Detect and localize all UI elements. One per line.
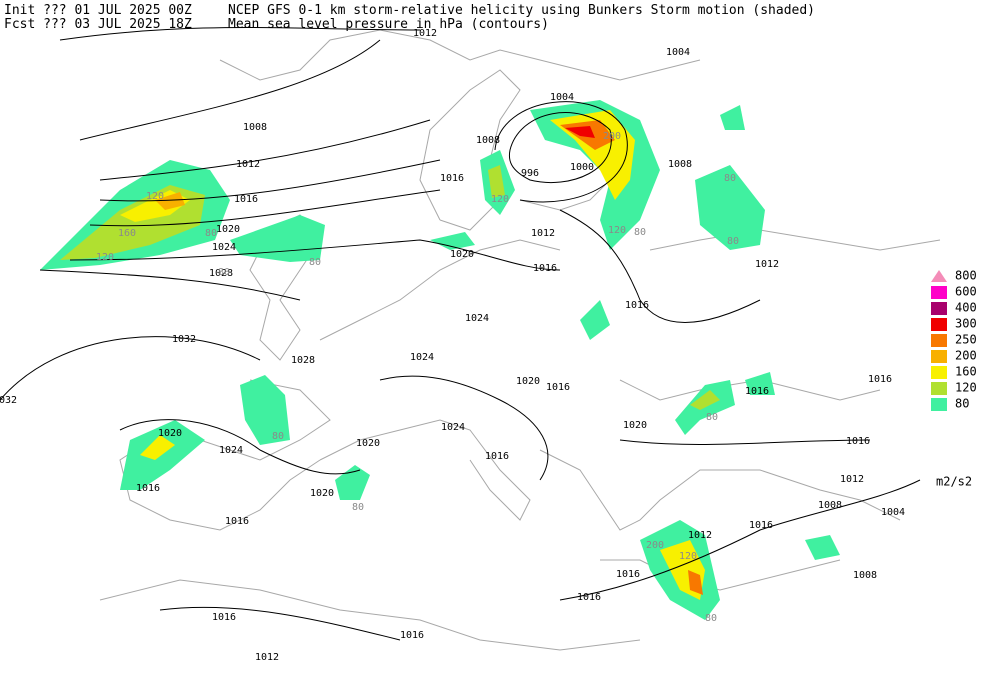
helicity-shading [40, 100, 840, 620]
isobars [0, 27, 921, 641]
contour-label: 032 [0, 395, 17, 406]
legend-swatch [931, 382, 947, 395]
contour-label: 1024 [465, 313, 489, 324]
legend-label: 200 [955, 349, 977, 363]
shading-label: 80 [705, 613, 717, 624]
legend-swatch [931, 318, 947, 331]
legend-swatch [931, 398, 947, 411]
shading-label: 120 [608, 225, 626, 236]
contour-label: 1012 [236, 159, 260, 170]
shading-label: 80 [634, 227, 646, 238]
contour-label: 1008 [243, 122, 267, 133]
legend-unit: m2/s2 [936, 475, 972, 489]
contour-label: 1028 [209, 268, 233, 279]
shading-label: 120 [491, 194, 509, 205]
fcst-text: Fcst ??? 03 JUL 2025 18Z [4, 17, 192, 32]
contour-label: 1020 [450, 249, 474, 260]
contour-label: 1020 [216, 224, 240, 235]
contour-label: 1016 [225, 516, 249, 527]
contour-label: 1016 [212, 612, 236, 623]
contour-label: 1020 [516, 376, 540, 387]
shading-label: 80 [724, 173, 736, 184]
contour-label: 1016 [546, 382, 570, 393]
contour-label: 1016 [749, 520, 773, 531]
contour-label: 1032 [172, 334, 196, 345]
shading-label: 80 [272, 431, 284, 442]
shading-label: 160 [118, 228, 136, 239]
contour-label: 1012 [755, 259, 779, 270]
contour-label: 1004 [881, 507, 905, 518]
legend-swatch [931, 270, 947, 282]
shading-label: 120 [146, 191, 164, 202]
legend-label: 120 [955, 381, 977, 395]
contour-label: 996 [521, 168, 539, 179]
legend-label: 800 [955, 269, 977, 283]
shading-label: 80 [706, 412, 718, 423]
contour-label: 1020 [356, 438, 380, 449]
legend-label: 250 [955, 333, 977, 347]
legend-swatch [931, 350, 947, 363]
legend-swatch [931, 334, 947, 347]
contour-label: 1012 [413, 28, 437, 39]
contour-label: 1020 [158, 428, 182, 439]
init-text: Init ??? 01 JUL 2025 00Z [4, 3, 192, 18]
shading-labels: 120 160 120 80 80 80 200 80 80 120 80 120 80 80 80 80 20… [96, 131, 739, 624]
contour-label: 1024 [219, 445, 243, 456]
contour-label: 1016 [745, 386, 769, 397]
title: NCEP GFS 0-1 km storm-relative helicity … [228, 3, 815, 18]
contour-label: 1016 [625, 300, 649, 311]
legend-swatch [931, 366, 947, 379]
legend-label: 600 [955, 285, 977, 299]
shading-label: 200 [603, 131, 621, 142]
legend-label: 160 [955, 365, 977, 379]
legend-label: 80 [955, 397, 969, 411]
contour-label: 1008 [818, 500, 842, 511]
contour-label: 1012 [255, 652, 279, 663]
contour-label: 1016 [485, 451, 509, 462]
contour-label: 1020 [623, 420, 647, 431]
shading-label: 120 [679, 551, 697, 562]
contour-label: 1012 [688, 530, 712, 541]
contour-label: 1008 [668, 159, 692, 170]
legend: 800 600 400 300 250 200 160 120 80 m2/s2 [931, 269, 977, 489]
contour-label: 1016 [440, 173, 464, 184]
contour-label: 1024 [212, 242, 236, 253]
contour-label: 1008 [476, 135, 500, 146]
contour-label: 1016 [234, 194, 258, 205]
shading-label: 80 [218, 267, 230, 278]
contour-label: 1016 [846, 436, 870, 447]
contour-label: 1016 [136, 483, 160, 494]
contour-label: 1004 [550, 92, 574, 103]
legend-label: 300 [955, 317, 977, 331]
contour-label: 1016 [868, 374, 892, 385]
contour-label: 1020 [310, 488, 334, 499]
contour-label: 1008 [853, 570, 877, 581]
contour-label: 1024 [441, 422, 465, 433]
contour-label: 1024 [410, 352, 434, 363]
contour-label: 1004 [666, 47, 690, 58]
contour-label: 1016 [616, 569, 640, 580]
contour-label: 1012 [531, 228, 555, 239]
legend-swatch [931, 286, 947, 299]
contour-label: 1016 [400, 630, 424, 641]
shading-label: 80 [352, 502, 364, 513]
shading-label: 80 [727, 236, 739, 247]
contour-label: 1000 [570, 162, 594, 173]
contour-label: 1028 [291, 355, 315, 366]
legend-swatch [931, 302, 947, 315]
contour-label: 1016 [577, 592, 601, 603]
shading-label: 80 [205, 228, 217, 239]
shading-label: 80 [309, 257, 321, 268]
legend-label: 400 [955, 301, 977, 315]
shading-label: 120 [96, 252, 114, 263]
shading-label: 200 [646, 540, 664, 551]
contour-label: 1016 [533, 263, 557, 274]
contour-label: 1012 [840, 474, 864, 485]
subtitle: Mean sea level pressure in hPa (contours… [228, 17, 549, 32]
